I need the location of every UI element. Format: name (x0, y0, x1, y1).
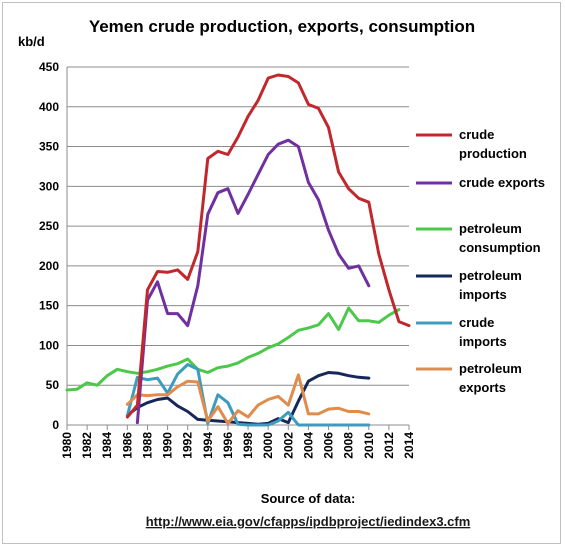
y-tick-label: 0 (52, 418, 59, 432)
y-tick-label: 300 (39, 179, 59, 193)
source-label: Source of data: (261, 491, 356, 506)
legend-label: petroleum imports (459, 268, 522, 302)
series-line-crude-exports (135, 138, 371, 425)
gridlines (67, 66, 409, 426)
series-line-crude-production (125, 73, 411, 419)
x-tick-label: 2010 (362, 432, 376, 459)
x-axis-ticks: 1980 1982 1984 1986 1988 1990 1992 1994 1996 1998… (60, 425, 416, 459)
x-tick-label: 1980 (60, 432, 74, 459)
legend-label: petroleum exports (459, 361, 522, 395)
chart-title: Yemen crude production, exports, consump… (89, 17, 475, 36)
legend-label: petroleum consumption (459, 221, 541, 255)
x-tick-label: 1984 (100, 432, 114, 459)
y-tick-label: 250 (39, 219, 59, 233)
x-tick-label: 2000 (261, 432, 275, 459)
x-tick-label: 1996 (221, 432, 235, 459)
x-tick-label: 1988 (140, 432, 154, 459)
y-tick-label: 100 (39, 338, 59, 352)
y-axis-ticks: 0 50 100 150 200 250 300 350 400 450 (39, 60, 59, 432)
axes (66, 67, 409, 426)
y-axis-unit-label: kb/d (18, 34, 45, 49)
y-tick-label: 450 (39, 60, 59, 74)
legend-label: crude imports (459, 315, 507, 349)
x-tick-label: 1990 (161, 432, 175, 459)
series-line-petroleum-consumption (65, 306, 401, 392)
series-line-petroleum-imports (125, 371, 371, 426)
chart-frame (2, 2, 561, 544)
x-tick-label: 1986 (120, 432, 134, 459)
x-tick-label: 1994 (201, 432, 215, 459)
legend-label: crude exports (459, 175, 545, 190)
y-tick-label: 150 (39, 299, 59, 313)
y-tick-label: 50 (46, 378, 60, 392)
x-tick-label: 2008 (342, 432, 356, 459)
legend-label: crude production (459, 127, 527, 161)
legend: crude production crude exports petroleum con… (416, 127, 545, 395)
x-tick-label: 2014 (402, 432, 416, 459)
y-tick-label: 200 (39, 259, 59, 273)
x-tick-label: 2002 (281, 432, 295, 459)
series-line-petroleum-exports (125, 373, 371, 425)
x-tick-label: 1998 (241, 432, 255, 459)
x-tick-label: 2004 (301, 432, 315, 459)
y-tick-label: 350 (39, 140, 59, 154)
series-lines (65, 73, 411, 427)
x-tick-label: 1982 (80, 432, 94, 459)
x-tick-label: 2006 (322, 432, 336, 459)
source-url-link[interactable]: http://www.eia.gov/cfapps/ipdbproject/ie… (146, 514, 471, 529)
x-tick-label: 2012 (382, 432, 396, 459)
x-tick-label: 1992 (181, 432, 195, 459)
y-tick-label: 400 (39, 100, 59, 114)
